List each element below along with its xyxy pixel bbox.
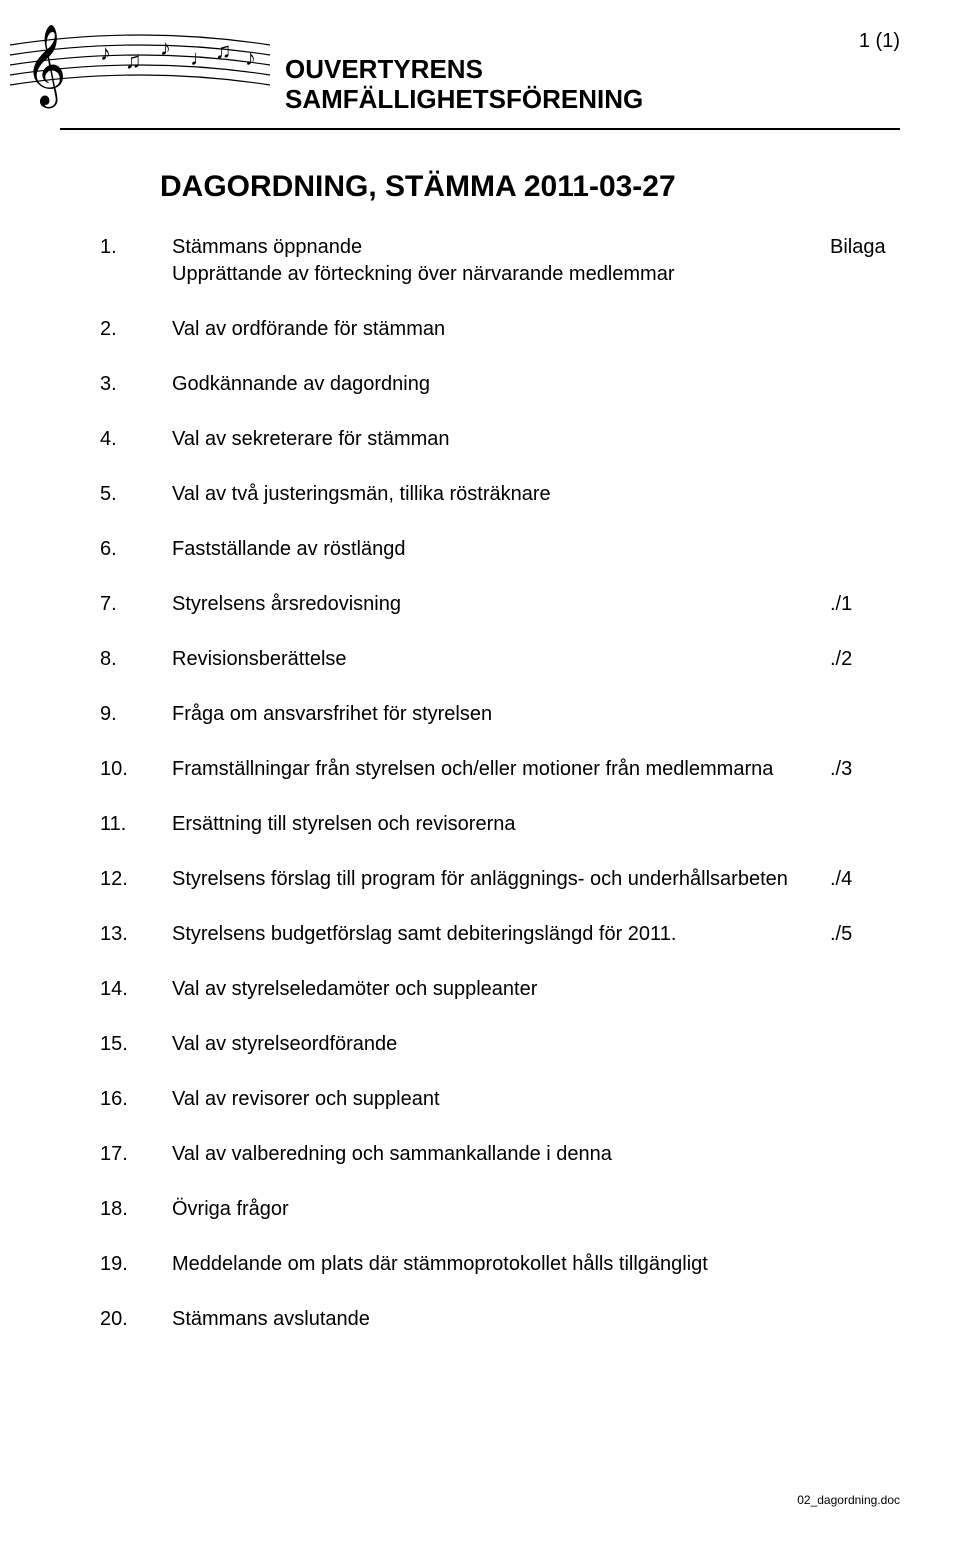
agenda-item-number: 5. <box>100 481 172 508</box>
agenda-list: 1.Stämmans öppnande Upprättande av förte… <box>100 234 900 1333</box>
agenda-item-number: 7. <box>100 591 172 618</box>
agenda-item-number: 19. <box>100 1251 172 1278</box>
agenda-item-number: 16. <box>100 1086 172 1113</box>
agenda-item: 14.Val av styrelseledamöter och supplean… <box>100 976 900 1003</box>
agenda-item-text: Fastställande av röstlängd <box>172 536 830 563</box>
agenda-item-text: Styrelsens budgetförslag samt debitering… <box>172 921 830 948</box>
agenda-item-text: Styrelsens förslag till program för anlä… <box>172 866 830 893</box>
agenda-item-ref: ./1 <box>830 591 900 618</box>
agenda-item: 17.Val av valberedning och sammankalland… <box>100 1141 900 1168</box>
agenda-item-number: 11. <box>100 811 172 838</box>
agenda-item-text: Stämmans öppnande Upprättande av förteck… <box>172 234 830 288</box>
agenda-item: 12.Styrelsens förslag till program för a… <box>100 866 900 893</box>
agenda-item-text: Revisionsberättelse <box>172 646 830 673</box>
agenda-item: 16.Val av revisorer och suppleant <box>100 1086 900 1113</box>
agenda-item-number: 17. <box>100 1141 172 1168</box>
agenda-item: 3.Godkännande av dagordning <box>100 371 900 398</box>
svg-text:♩: ♩ <box>190 45 212 70</box>
agenda-item: 8.Revisionsberättelse./2 <box>100 646 900 673</box>
agenda-item-ref: Bilaga <box>830 234 900 261</box>
agenda-item: 11.Ersättning till styrelsen och revisor… <box>100 811 900 838</box>
agenda-item-number: 14. <box>100 976 172 1003</box>
agenda-item-number: 2. <box>100 316 172 343</box>
agenda-item: 20.Stämmans avslutande <box>100 1306 900 1333</box>
svg-text:♪: ♪ <box>100 40 111 65</box>
agenda-item-number: 12. <box>100 866 172 893</box>
agenda-item-text: Val av sekreterare för stämman <box>172 426 830 453</box>
agenda-item-text: Val av revisorer och suppleant <box>172 1086 830 1113</box>
document-header: 𝄞 ♪ ♫ ♪ ♩ ♫ ♪ OUVERTYRENS SAMFÄLLIGHETSF… <box>60 20 900 130</box>
agenda-item: 9.Fråga om ansvarsfrihet för styrelsen <box>100 701 900 728</box>
agenda-item-text: Framställningar från styrelsen och/eller… <box>172 756 830 783</box>
svg-text:♫: ♫ <box>125 48 142 73</box>
agenda-item-ref: ./2 <box>830 646 900 673</box>
agenda-item-text: Övriga frågor <box>172 1196 830 1223</box>
agenda-item-text: Val av valberedning och sammankallande i… <box>172 1141 830 1168</box>
agenda-item-text: Val av styrelseordförande <box>172 1031 830 1058</box>
agenda-item-number: 13. <box>100 921 172 948</box>
agenda-item-text: Stämmans avslutande <box>172 1306 830 1333</box>
agenda-item-number: 20. <box>100 1306 172 1333</box>
svg-text:𝄞: 𝄞 <box>25 25 66 108</box>
agenda-item: 15.Val av styrelseordförande <box>100 1031 900 1058</box>
agenda-item: 10.Framställningar från styrelsen och/el… <box>100 756 900 783</box>
org-line-1: OUVERTYRENS <box>285 54 483 84</box>
agenda-item-text: Godkännande av dagordning <box>172 371 830 398</box>
agenda-item-text: Fråga om ansvarsfrihet för styrelsen <box>172 701 830 728</box>
agenda-item-number: 6. <box>100 536 172 563</box>
music-staff-logo: 𝄞 ♪ ♫ ♪ ♩ ♫ ♪ <box>10 20 270 115</box>
agenda-item-ref: ./3 <box>830 756 900 783</box>
agenda-item: 6.Fastställande av röstlängd <box>100 536 900 563</box>
svg-text:♫: ♫ <box>215 38 232 63</box>
agenda-item: 4.Val av sekreterare för stämman <box>100 426 900 453</box>
org-line-2: SAMFÄLLIGHETSFÖRENING <box>285 84 643 114</box>
agenda-item-ref: ./5 <box>830 921 900 948</box>
agenda-item-text: Val av ordförande för stämman <box>172 316 830 343</box>
agenda-item: 7.Styrelsens årsredovisning./1 <box>100 591 900 618</box>
footer-filename: 02_dagordning.doc <box>60 1493 900 1507</box>
agenda-item-number: 10. <box>100 756 172 783</box>
organization-name: OUVERTYRENS SAMFÄLLIGHETSFÖRENING <box>285 55 643 115</box>
agenda-item-number: 15. <box>100 1031 172 1058</box>
agenda-item-text: Meddelande om plats där stämmoprotokolle… <box>172 1251 830 1278</box>
agenda-item-ref: ./4 <box>830 866 900 893</box>
agenda-item-number: 3. <box>100 371 172 398</box>
agenda-item: 18.Övriga frågor <box>100 1196 900 1223</box>
agenda-item-number: 1. <box>100 234 172 261</box>
agenda-item-text: Val av styrelseledamöter och suppleanter <box>172 976 830 1003</box>
agenda-item: 1.Stämmans öppnande Upprättande av förte… <box>100 234 900 288</box>
agenda-item-text: Styrelsens årsredovisning <box>172 591 830 618</box>
svg-text:♪: ♪ <box>245 45 256 70</box>
agenda-item-number: 8. <box>100 646 172 673</box>
agenda-item: 13.Styrelsens budgetförslag samt debiter… <box>100 921 900 948</box>
agenda-item-number: 18. <box>100 1196 172 1223</box>
agenda-item: 5.Val av två justeringsmän, tillika röst… <box>100 481 900 508</box>
agenda-item-number: 9. <box>100 701 172 728</box>
agenda-item-number: 4. <box>100 426 172 453</box>
agenda-item-text: Ersättning till styrelsen och revisorern… <box>172 811 830 838</box>
svg-text:♪: ♪ <box>160 35 171 60</box>
page-number: 1 (1) <box>859 30 900 53</box>
agenda-item: 2.Val av ordförande för stämman <box>100 316 900 343</box>
agenda-item-text: Val av två justeringsmän, tillika rösträ… <box>172 481 830 508</box>
document-title: DAGORDNING, STÄMMA 2011-03-27 <box>160 170 900 204</box>
agenda-item: 19.Meddelande om plats där stämmoprotoko… <box>100 1251 900 1278</box>
